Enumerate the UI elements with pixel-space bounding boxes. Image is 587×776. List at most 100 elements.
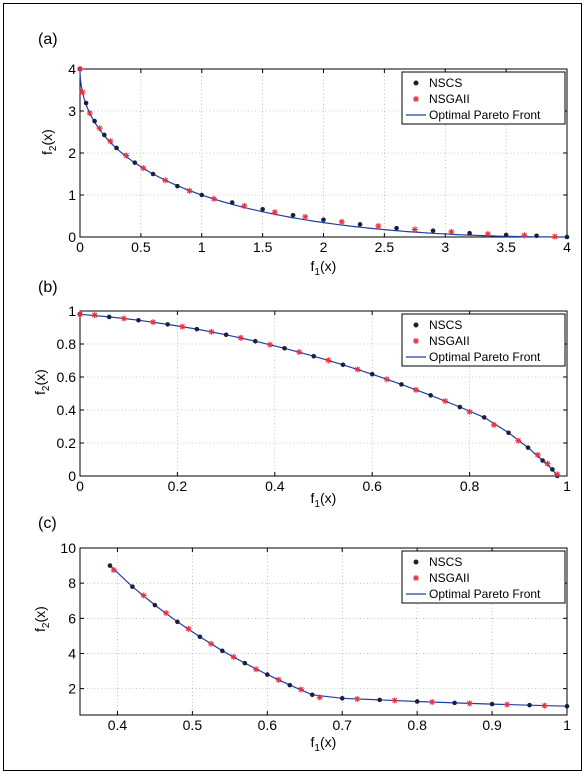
nsgaii-point — [448, 228, 455, 235]
nscs-point — [430, 228, 436, 233]
nscs-point — [106, 314, 112, 320]
nsgaii-point — [515, 437, 522, 444]
x-tick-label: 1 — [198, 239, 206, 255]
nsgaii-point — [179, 323, 186, 330]
x-tick-label: 1 — [563, 717, 571, 733]
nscs-point — [321, 217, 326, 223]
nscs-point — [83, 100, 89, 106]
nsgaii-point — [162, 177, 169, 184]
legend-nsgaii-marker — [413, 96, 419, 102]
nscs-point — [457, 404, 463, 410]
nscs-point — [132, 160, 138, 165]
legend-nsgaii-label: NSGAII — [429, 92, 470, 106]
nscs-point — [481, 415, 487, 420]
nscs-point — [92, 118, 97, 124]
nsgaii-point — [504, 701, 511, 708]
nscs-point — [152, 602, 158, 608]
nsgaii-point — [86, 110, 93, 117]
nsgaii-point — [150, 319, 157, 326]
nscs-point — [564, 234, 570, 240]
y-tick-label: 4 — [68, 645, 76, 661]
legend-front-label: Optimal Pareto Front — [429, 587, 541, 601]
nscs-point — [282, 345, 287, 351]
nscs-point — [311, 353, 317, 359]
nscs-point — [357, 222, 363, 227]
nsgaii-point — [325, 357, 332, 364]
y-tick-label: 0.4 — [57, 402, 77, 418]
nsgaii-point — [140, 165, 147, 172]
x-tick-label: 0.6 — [258, 717, 278, 733]
nsgaii-point — [266, 341, 273, 348]
panel-label: (a) — [38, 31, 58, 48]
nscs-point — [467, 230, 472, 236]
x-tick-label: 0.4 — [108, 717, 128, 733]
nsgaii-point — [230, 653, 237, 660]
nscs-point — [242, 660, 248, 666]
x-tick-label: 0 — [76, 478, 84, 494]
legend: NSCS NSGAII Optimal Pareto Front — [401, 71, 566, 125]
x-tick-label: 0.5 — [131, 239, 151, 255]
nscs-point — [452, 700, 457, 706]
nsgaii-point — [302, 213, 309, 220]
nsgaii-point — [296, 349, 303, 356]
x-tick-label: 3 — [441, 239, 449, 255]
nsgaii-point — [77, 66, 83, 72]
y-tick-label: 2 — [68, 681, 76, 697]
x-tick-label: 0.2 — [168, 478, 188, 494]
legend-box — [401, 313, 566, 367]
legend-nscs-marker — [413, 80, 419, 86]
nscs-point — [428, 393, 433, 398]
x-tick-label: 0.4 — [265, 478, 285, 494]
y-tick-label: 1 — [68, 187, 76, 203]
nscs-point — [175, 619, 180, 625]
nsgaii-point — [208, 328, 215, 335]
nsgaii-point — [110, 566, 117, 573]
nsgaii-point — [77, 311, 83, 318]
y-tick-label: 0 — [68, 229, 76, 245]
nsgaii-point — [275, 676, 282, 683]
nscs-point — [527, 702, 532, 708]
legend: NSCS NSGAII Optimal Pareto Front — [401, 313, 566, 367]
nsgaii-point — [241, 202, 248, 209]
nscs-point — [287, 682, 293, 688]
x-tick-label: 0.5 — [183, 717, 203, 733]
nscs-point — [503, 232, 509, 238]
y-axis-label: f2(x) — [32, 369, 52, 395]
nsgaii-point — [411, 226, 418, 233]
y-tick-label: 0.6 — [57, 369, 77, 385]
nsgaii-point — [354, 366, 361, 373]
panel-3: NSCS NSGAII Optimal Pareto Front — [79, 547, 570, 716]
nscs-point — [150, 171, 156, 177]
nsgaii-point — [551, 233, 558, 240]
nscs-point — [136, 317, 141, 323]
legend-box — [401, 71, 566, 125]
x-tick-label: 2.5 — [375, 239, 395, 255]
x-tick-label: 0 — [76, 239, 84, 255]
panel-2: NSCS NSGAII Optimal Pareto Front — [77, 310, 568, 479]
legend: NSCS NSGAII Optimal Pareto Front — [401, 550, 566, 604]
x-axis-label: f1(x) — [311, 734, 337, 754]
nsgaii-point — [185, 625, 192, 632]
nsgaii-point — [79, 89, 86, 96]
panel-label: (c) — [38, 515, 57, 532]
legend-box — [401, 550, 566, 604]
nscs-point — [540, 458, 545, 463]
legend-nsgaii-label: NSGAII — [429, 571, 470, 585]
nscs-point — [564, 703, 570, 709]
nscs-point — [107, 563, 113, 568]
legend-nscs-label: NSCS — [429, 318, 462, 332]
nsgaii-point — [208, 640, 215, 647]
y-tick-label: 0 — [68, 468, 76, 484]
nsgaii-point — [484, 231, 491, 238]
y-tick-label: 4 — [68, 61, 76, 77]
legend-front-label: Optimal Pareto Front — [429, 108, 541, 122]
y-tick-label: 6 — [68, 610, 76, 626]
nscs-point — [265, 672, 270, 677]
nsgaii-point — [107, 138, 114, 145]
nscs-point — [309, 692, 315, 698]
nscs-point — [340, 362, 346, 368]
nsgaii-point — [490, 421, 497, 428]
y-axis-label: f2(x) — [32, 606, 52, 632]
nsgaii-point — [544, 460, 551, 467]
